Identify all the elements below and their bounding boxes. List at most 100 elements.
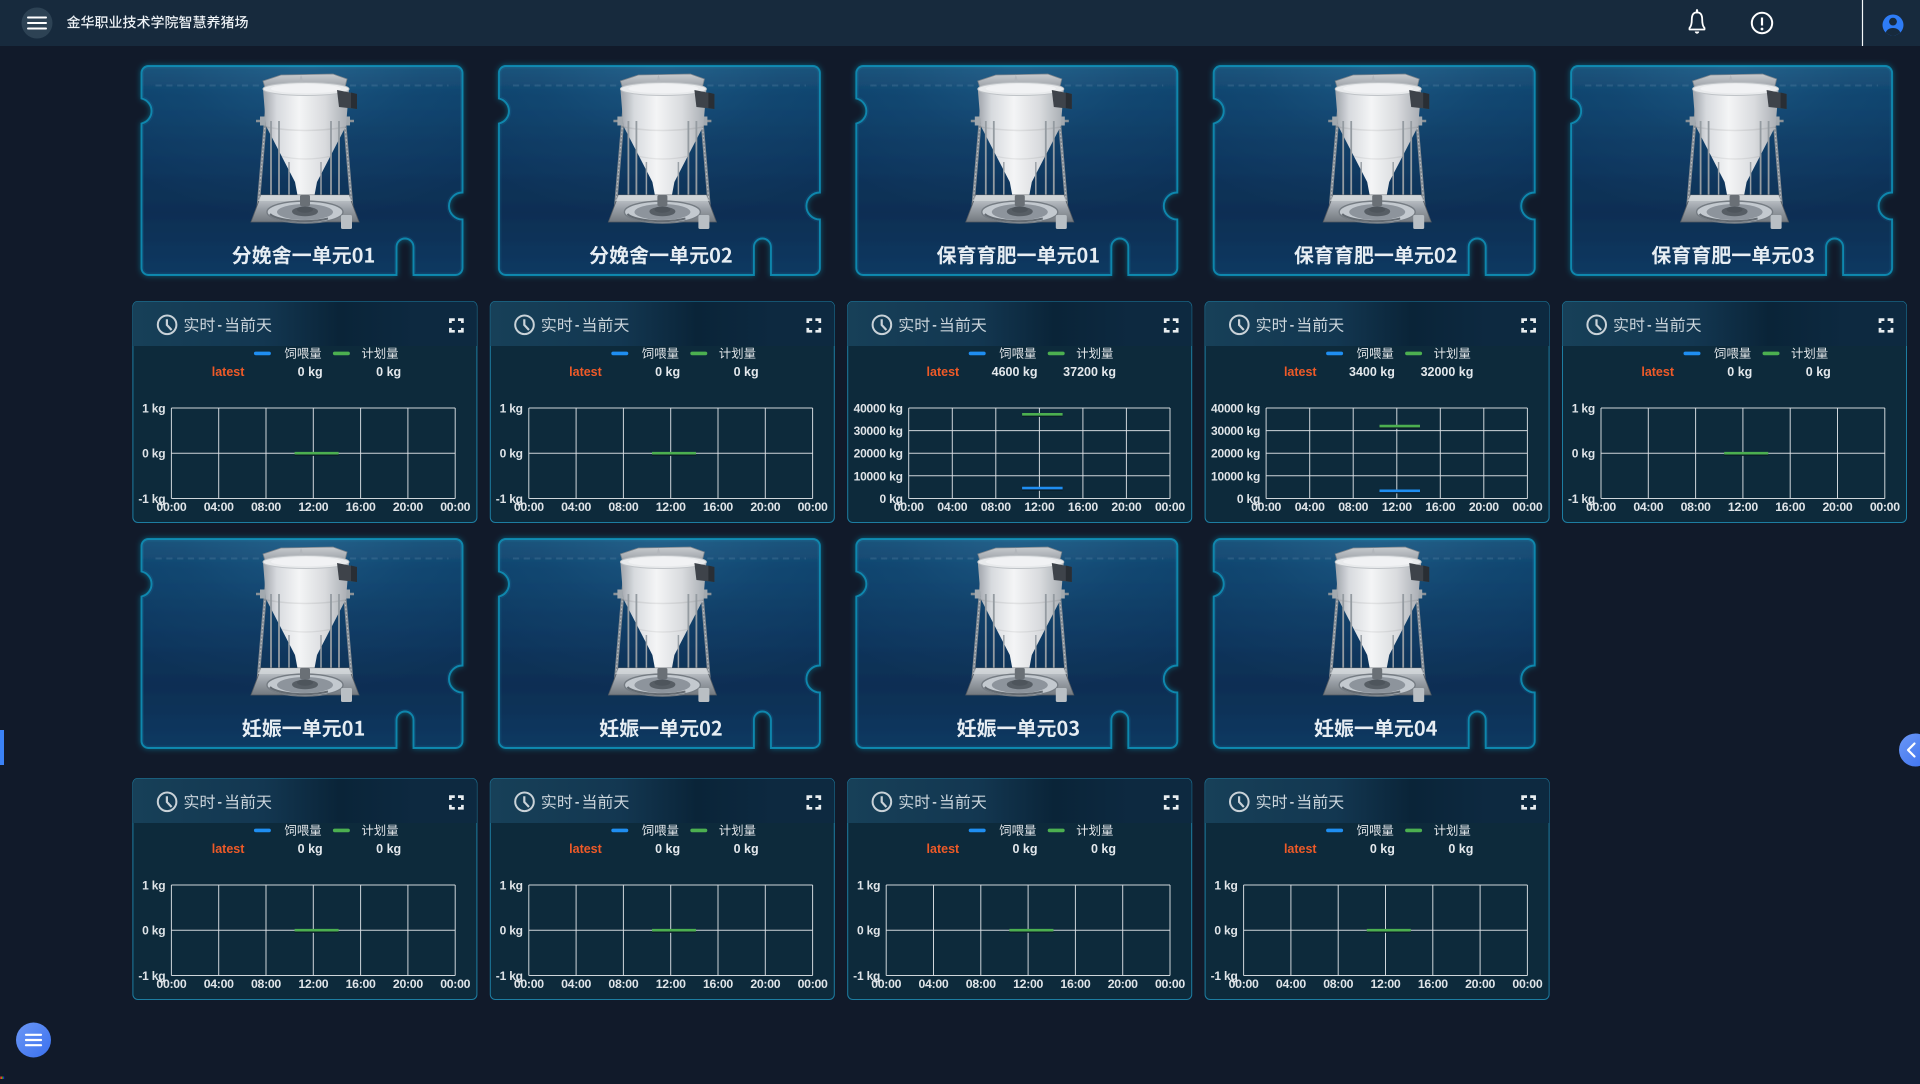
- svg-text:16:00: 16:00: [703, 500, 733, 514]
- svg-text:00:00: 00:00: [1586, 500, 1616, 514]
- svg-text:-1 kg: -1 kg: [853, 969, 880, 983]
- svg-text:0 kg: 0 kg: [734, 365, 759, 379]
- svg-text:08:00: 08:00: [1681, 500, 1711, 514]
- svg-text:0 kg: 0 kg: [298, 842, 323, 856]
- svg-text:latest: latest: [1284, 842, 1317, 856]
- svg-text:16:00: 16:00: [1425, 500, 1455, 514]
- svg-text:00:00: 00:00: [514, 977, 544, 991]
- svg-text:1 kg: 1 kg: [857, 879, 880, 893]
- svg-text:08:00: 08:00: [1338, 500, 1368, 514]
- svg-text:0 kg: 0 kg: [298, 365, 323, 379]
- svg-text:00:00: 00:00: [798, 500, 828, 514]
- svg-text:00:00: 00:00: [894, 500, 924, 514]
- svg-text:00:00: 00:00: [1512, 977, 1542, 991]
- svg-text:16:00: 16:00: [1068, 500, 1098, 514]
- svg-text:00:00: 00:00: [871, 977, 901, 991]
- svg-text:00:00: 00:00: [514, 500, 544, 514]
- svg-text:00:00: 00:00: [1512, 500, 1542, 514]
- svg-text:04:00: 04:00: [1633, 500, 1663, 514]
- svg-text:08:00: 08:00: [1323, 977, 1353, 991]
- svg-text:00:00: 00:00: [798, 977, 828, 991]
- svg-text:0 kg: 0 kg: [1572, 447, 1595, 461]
- svg-text:04:00: 04:00: [1276, 977, 1306, 991]
- svg-text:12:00: 12:00: [298, 977, 328, 991]
- svg-text:16:00: 16:00: [346, 500, 376, 514]
- svg-text:0 kg: 0 kg: [500, 447, 523, 461]
- svg-text:08:00: 08:00: [966, 977, 996, 991]
- svg-text:0 kg: 0 kg: [655, 842, 680, 856]
- svg-text:1 kg: 1 kg: [142, 879, 165, 893]
- svg-text:16:00: 16:00: [1060, 977, 1090, 991]
- svg-text:0 kg: 0 kg: [1012, 842, 1037, 856]
- svg-text:1 kg: 1 kg: [142, 402, 165, 416]
- svg-text:4600 kg: 4600 kg: [992, 365, 1038, 379]
- svg-text:0 kg: 0 kg: [1727, 365, 1752, 379]
- svg-text:12:00: 12:00: [1024, 500, 1054, 514]
- svg-text:20:00: 20:00: [750, 977, 780, 991]
- svg-text:12:00: 12:00: [656, 500, 686, 514]
- svg-text:00:00: 00:00: [1229, 977, 1259, 991]
- svg-text:08:00: 08:00: [251, 977, 281, 991]
- svg-text:0 kg: 0 kg: [500, 924, 523, 938]
- svg-text:0 kg: 0 kg: [879, 492, 902, 506]
- svg-text:1 kg: 1 kg: [1214, 879, 1237, 893]
- svg-text:0 kg: 0 kg: [1237, 492, 1260, 506]
- svg-text:08:00: 08:00: [608, 500, 638, 514]
- svg-text:20:00: 20:00: [1108, 977, 1138, 991]
- svg-text:20:00: 20:00: [393, 977, 423, 991]
- svg-text:0 kg: 0 kg: [1091, 842, 1116, 856]
- svg-text:20:00: 20:00: [1111, 500, 1141, 514]
- svg-text:latest: latest: [569, 842, 602, 856]
- svg-text:04:00: 04:00: [1295, 500, 1325, 514]
- svg-text:-1 kg: -1 kg: [1211, 969, 1238, 983]
- svg-text:16:00: 16:00: [346, 977, 376, 991]
- svg-text:0 kg: 0 kg: [376, 842, 401, 856]
- svg-text:latest: latest: [927, 365, 960, 379]
- svg-text:0 kg: 0 kg: [376, 365, 401, 379]
- svg-text:-1 kg: -1 kg: [138, 492, 165, 506]
- svg-text:20:00: 20:00: [1469, 500, 1499, 514]
- svg-text:04:00: 04:00: [561, 500, 591, 514]
- svg-text:08:00: 08:00: [981, 500, 1011, 514]
- svg-text:latest: latest: [569, 365, 602, 379]
- svg-text:10000 kg: 10000 kg: [1211, 469, 1260, 483]
- svg-text:latest: latest: [927, 842, 960, 856]
- svg-text:0 kg: 0 kg: [142, 447, 165, 461]
- svg-text:20:00: 20:00: [393, 500, 423, 514]
- svg-text:-1 kg: -1 kg: [1568, 492, 1595, 506]
- svg-text:20000 kg: 20000 kg: [854, 447, 903, 461]
- svg-text:20:00: 20:00: [1823, 500, 1853, 514]
- svg-text:00:00: 00:00: [440, 500, 470, 514]
- svg-text:12:00: 12:00: [1728, 500, 1758, 514]
- svg-text:08:00: 08:00: [251, 500, 281, 514]
- svg-text:latest: latest: [212, 365, 245, 379]
- svg-text:16:00: 16:00: [1418, 977, 1448, 991]
- svg-text:10000 kg: 10000 kg: [854, 469, 903, 483]
- svg-text:04:00: 04:00: [919, 977, 949, 991]
- svg-text:0 kg: 0 kg: [857, 924, 880, 938]
- svg-text:04:00: 04:00: [204, 977, 234, 991]
- svg-text:12:00: 12:00: [1382, 500, 1412, 514]
- svg-text:-1 kg: -1 kg: [138, 969, 165, 983]
- svg-text:1 kg: 1 kg: [500, 879, 523, 893]
- svg-text:latest: latest: [1284, 365, 1317, 379]
- svg-text:00:00: 00:00: [1251, 500, 1281, 514]
- svg-text:00:00: 00:00: [156, 977, 186, 991]
- svg-text:30000 kg: 30000 kg: [854, 424, 903, 438]
- svg-text:latest: latest: [212, 842, 245, 856]
- svg-text:40000 kg: 40000 kg: [854, 402, 903, 416]
- svg-text:-1 kg: -1 kg: [496, 492, 523, 506]
- svg-text:30000 kg: 30000 kg: [1211, 424, 1260, 438]
- svg-text:3400 kg: 3400 kg: [1349, 365, 1395, 379]
- svg-text:04:00: 04:00: [204, 500, 234, 514]
- svg-text:00:00: 00:00: [1870, 500, 1900, 514]
- svg-text:16:00: 16:00: [703, 977, 733, 991]
- svg-text:0 kg: 0 kg: [655, 365, 680, 379]
- svg-text:12:00: 12:00: [1013, 977, 1043, 991]
- svg-text:20:00: 20:00: [1465, 977, 1495, 991]
- svg-text:1 kg: 1 kg: [500, 402, 523, 416]
- svg-text:00:00: 00:00: [156, 500, 186, 514]
- svg-text:20:00: 20:00: [750, 500, 780, 514]
- svg-text:12:00: 12:00: [1371, 977, 1401, 991]
- svg-text:12:00: 12:00: [298, 500, 328, 514]
